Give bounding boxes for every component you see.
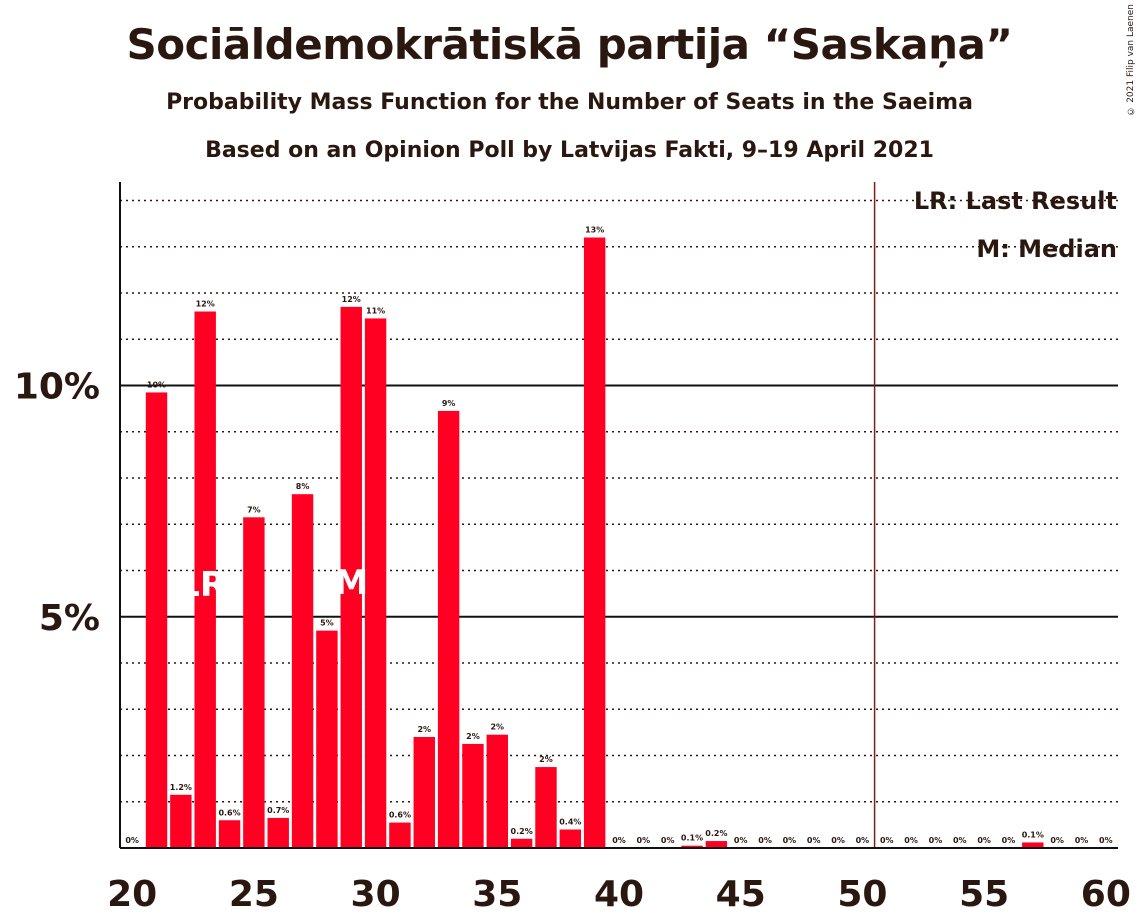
data-label-32: 2% xyxy=(417,725,431,734)
data-label-38: 0.4% xyxy=(559,818,581,827)
grid-lines xyxy=(120,199,1118,803)
y-tick-label: 10% xyxy=(14,367,100,408)
bar-33 xyxy=(437,410,460,848)
chart-subtitle: Probability Mass Function for the Number… xyxy=(166,90,973,115)
last-result-marker: LR xyxy=(178,565,226,605)
bar-31 xyxy=(389,822,411,848)
data-label-37: 2% xyxy=(539,755,553,764)
bar-29 xyxy=(340,306,362,848)
data-label-57: 0.1% xyxy=(1022,830,1044,839)
bar-44 xyxy=(705,841,728,848)
data-label-52: 0% xyxy=(904,836,918,845)
chart-source-line: Based on an Opinion Poll by Latvijas Fak… xyxy=(205,138,934,163)
legend: LR: Last Result M: Median xyxy=(914,187,1117,263)
data-label-48: 0% xyxy=(807,836,821,845)
x-tick-label: 40 xyxy=(594,874,644,915)
bar-28 xyxy=(316,630,338,848)
x-tick-label: 35 xyxy=(472,874,522,915)
x-tick-label: 60 xyxy=(1081,874,1131,915)
legend-last-result: LR: Last Result xyxy=(914,187,1117,215)
data-label-44: 0.2% xyxy=(705,829,727,838)
data-label-30: 11% xyxy=(366,306,385,315)
data-label-28: 5% xyxy=(320,619,334,628)
data-label-33: 9% xyxy=(442,399,456,408)
data-label-34: 2% xyxy=(466,732,480,741)
bar-22 xyxy=(170,794,192,848)
data-label-39: 13% xyxy=(585,226,604,235)
bar-23 xyxy=(194,311,216,848)
bar-30 xyxy=(364,318,387,848)
median-marker: M xyxy=(334,563,368,603)
legend-median: M: Median xyxy=(976,235,1117,263)
bar-43 xyxy=(681,845,703,848)
chart-title: Sociāldemokrātiskā partija “Saskaņa” xyxy=(126,20,1013,69)
data-label-51: 0% xyxy=(880,836,894,845)
bar-34 xyxy=(462,743,484,848)
data-label-41: 0% xyxy=(637,836,651,845)
data-label-26: 0.7% xyxy=(267,806,289,815)
data-label-40: 0% xyxy=(612,836,626,845)
bar-26 xyxy=(267,817,289,848)
data-label-23: 12% xyxy=(196,300,215,309)
data-label-58: 0% xyxy=(1050,836,1064,845)
data-label-53: 0% xyxy=(929,836,943,845)
data-label-35: 2% xyxy=(490,723,504,732)
bar-35 xyxy=(486,734,509,848)
x-tick-label: 50 xyxy=(837,874,887,915)
data-label-24: 0.6% xyxy=(218,808,240,817)
data-label-46: 0% xyxy=(758,836,772,845)
axes: 5% 10% 20 25 30 35 40 45 50 55 60 xyxy=(14,182,1131,915)
bar-24 xyxy=(218,820,241,848)
bar-36 xyxy=(510,838,533,848)
data-label-54: 0% xyxy=(953,836,967,845)
x-tick-label: 20 xyxy=(107,874,157,915)
x-tick-label: 25 xyxy=(229,874,279,915)
data-label-47: 0% xyxy=(783,836,797,845)
markers: LR M xyxy=(178,563,368,605)
data-label-55: 0% xyxy=(977,836,991,845)
data-label-20: 0% xyxy=(125,836,139,845)
data-label-29: 12% xyxy=(342,295,361,304)
data-label-45: 0% xyxy=(734,836,748,845)
data-label-56: 0% xyxy=(1002,836,1016,845)
bar-21 xyxy=(145,392,168,848)
bar-39 xyxy=(583,237,606,848)
data-label-49: 0% xyxy=(831,836,845,845)
y-tick-label: 5% xyxy=(39,598,100,639)
data-label-36: 0.2% xyxy=(511,827,533,836)
bars xyxy=(145,237,1044,848)
bar-27 xyxy=(291,494,314,848)
data-label-43: 0.1% xyxy=(681,834,703,843)
x-tick-label: 45 xyxy=(716,874,766,915)
data-label-31: 0.6% xyxy=(389,811,411,820)
data-label-25: 7% xyxy=(247,505,261,514)
data-label-59: 0% xyxy=(1075,836,1089,845)
x-tick-label: 30 xyxy=(351,874,401,915)
data-label-27: 8% xyxy=(296,482,310,491)
data-label-50: 0% xyxy=(856,836,870,845)
data-labels: 0% 10% 1.2% 12% 0.6% 7% 0.7% 8% 5% 12% 11% 0.6% 2% 9%… xyxy=(125,226,1112,846)
data-label-42: 0% xyxy=(661,836,675,845)
bar-32 xyxy=(413,737,435,848)
bar-57 xyxy=(1022,842,1044,848)
bar-25 xyxy=(243,517,265,848)
x-tick-label: 55 xyxy=(959,874,1009,915)
data-label-21: 10% xyxy=(147,380,166,389)
data-label-60: 0% xyxy=(1099,836,1113,845)
bar-38 xyxy=(559,829,582,848)
bar-37 xyxy=(535,767,557,848)
data-label-22: 1.2% xyxy=(170,783,192,792)
